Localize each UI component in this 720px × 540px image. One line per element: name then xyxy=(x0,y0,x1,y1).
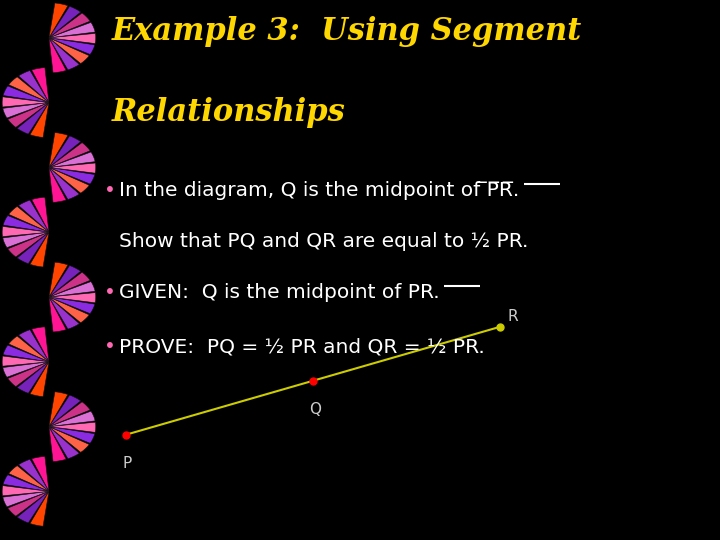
Wedge shape xyxy=(49,167,66,202)
Text: Show that PQ and QR are equal to ½ PR.: Show that PQ and QR are equal to ½ PR. xyxy=(119,232,528,251)
Wedge shape xyxy=(49,22,95,38)
Wedge shape xyxy=(32,68,49,103)
Wedge shape xyxy=(49,3,68,38)
Wedge shape xyxy=(49,133,68,167)
Wedge shape xyxy=(2,226,49,237)
Wedge shape xyxy=(49,411,95,427)
Wedge shape xyxy=(49,297,89,323)
Wedge shape xyxy=(49,281,95,297)
Wedge shape xyxy=(49,38,89,64)
Text: Q: Q xyxy=(310,402,322,417)
Wedge shape xyxy=(49,13,90,38)
Wedge shape xyxy=(49,143,90,167)
Wedge shape xyxy=(49,38,66,73)
Wedge shape xyxy=(8,103,49,127)
Wedge shape xyxy=(49,6,81,38)
Wedge shape xyxy=(17,232,49,264)
Wedge shape xyxy=(3,362,49,377)
Wedge shape xyxy=(49,427,66,462)
Wedge shape xyxy=(19,200,49,232)
Wedge shape xyxy=(9,465,49,491)
Wedge shape xyxy=(3,103,49,118)
Wedge shape xyxy=(2,485,49,496)
Wedge shape xyxy=(49,422,96,433)
Wedge shape xyxy=(32,197,49,232)
Wedge shape xyxy=(49,297,66,332)
Wedge shape xyxy=(3,491,49,507)
Wedge shape xyxy=(9,336,49,362)
Text: R: R xyxy=(508,309,518,324)
Wedge shape xyxy=(32,327,49,362)
Wedge shape xyxy=(49,38,95,55)
Wedge shape xyxy=(17,103,49,134)
Wedge shape xyxy=(19,71,49,103)
Text: P: P xyxy=(122,456,132,471)
Wedge shape xyxy=(49,262,68,297)
Wedge shape xyxy=(30,362,49,396)
Wedge shape xyxy=(49,167,89,193)
Text: •: • xyxy=(104,181,116,200)
Wedge shape xyxy=(3,215,49,232)
Wedge shape xyxy=(9,206,49,232)
Text: GIVEN:  Q is the midpoint of PR.: GIVEN: Q is the midpoint of PR. xyxy=(119,284,439,302)
Wedge shape xyxy=(49,38,79,70)
Wedge shape xyxy=(49,152,95,167)
Wedge shape xyxy=(30,103,49,137)
Text: In the diagram, Q is the midpoint of ̅P̅R̅.: In the diagram, Q is the midpoint of ̅P̅… xyxy=(119,181,519,200)
Wedge shape xyxy=(30,491,49,526)
Wedge shape xyxy=(49,297,95,314)
Wedge shape xyxy=(49,427,95,443)
Wedge shape xyxy=(49,402,90,427)
Wedge shape xyxy=(49,136,81,167)
Wedge shape xyxy=(9,77,49,103)
Wedge shape xyxy=(49,293,96,303)
Wedge shape xyxy=(49,297,79,329)
Wedge shape xyxy=(2,97,49,107)
Wedge shape xyxy=(49,167,95,184)
Wedge shape xyxy=(2,356,49,366)
Wedge shape xyxy=(19,330,49,362)
Text: •: • xyxy=(104,284,116,302)
Wedge shape xyxy=(30,232,49,267)
Wedge shape xyxy=(3,232,49,248)
Wedge shape xyxy=(49,272,90,297)
Wedge shape xyxy=(49,163,96,173)
Wedge shape xyxy=(17,491,49,523)
Wedge shape xyxy=(49,427,89,453)
Wedge shape xyxy=(17,362,49,393)
Wedge shape xyxy=(49,266,81,297)
Text: •: • xyxy=(104,338,116,356)
Wedge shape xyxy=(49,33,96,44)
Wedge shape xyxy=(49,392,68,427)
Wedge shape xyxy=(8,362,49,387)
Text: Relationships: Relationships xyxy=(112,97,346,128)
Wedge shape xyxy=(3,86,49,103)
Wedge shape xyxy=(3,345,49,362)
Text: PROVE:  PQ = ½ PR and QR = ½ PR.: PROVE: PQ = ½ PR and QR = ½ PR. xyxy=(119,338,485,356)
Wedge shape xyxy=(32,456,49,491)
Wedge shape xyxy=(8,232,49,257)
Wedge shape xyxy=(19,460,49,491)
Wedge shape xyxy=(49,167,79,199)
Wedge shape xyxy=(3,475,49,491)
Wedge shape xyxy=(8,491,49,516)
Text: Example 3:  Using Segment: Example 3: Using Segment xyxy=(112,16,582,47)
Wedge shape xyxy=(49,395,81,427)
Wedge shape xyxy=(49,427,79,458)
